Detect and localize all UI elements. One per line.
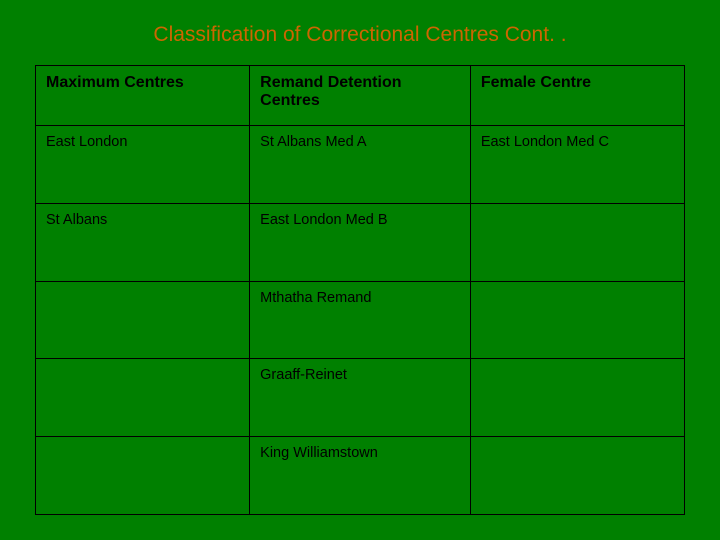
cell bbox=[36, 437, 250, 515]
table-container: Maximum Centres Remand Detention Centres… bbox=[35, 65, 685, 515]
cell bbox=[470, 437, 684, 515]
cell bbox=[36, 359, 250, 437]
cell: King Williamstown bbox=[250, 437, 471, 515]
header-female: Female Centre bbox=[470, 66, 684, 126]
cell bbox=[470, 359, 684, 437]
table-row: East London St Albans Med A East London … bbox=[36, 126, 685, 204]
cell: East London bbox=[36, 126, 250, 204]
cell: Graaff-Reinet bbox=[250, 359, 471, 437]
cell: St Albans bbox=[36, 203, 250, 281]
table-row: Graaff-Reinet bbox=[36, 359, 685, 437]
table-row: St Albans East London Med B bbox=[36, 203, 685, 281]
header-maximum: Maximum Centres bbox=[36, 66, 250, 126]
cell bbox=[470, 281, 684, 359]
cell: St Albans Med A bbox=[250, 126, 471, 204]
cell bbox=[470, 203, 684, 281]
cell bbox=[36, 281, 250, 359]
table-row: King Williamstown bbox=[36, 437, 685, 515]
cell: Mthatha Remand bbox=[250, 281, 471, 359]
cell: East London Med B bbox=[250, 203, 471, 281]
cell: East London Med C bbox=[470, 126, 684, 204]
slide-title: Classification of Correctional Centres C… bbox=[35, 15, 685, 65]
classification-table: Maximum Centres Remand Detention Centres… bbox=[35, 65, 685, 515]
header-remand: Remand Detention Centres bbox=[250, 66, 471, 126]
table-row: Mthatha Remand bbox=[36, 281, 685, 359]
